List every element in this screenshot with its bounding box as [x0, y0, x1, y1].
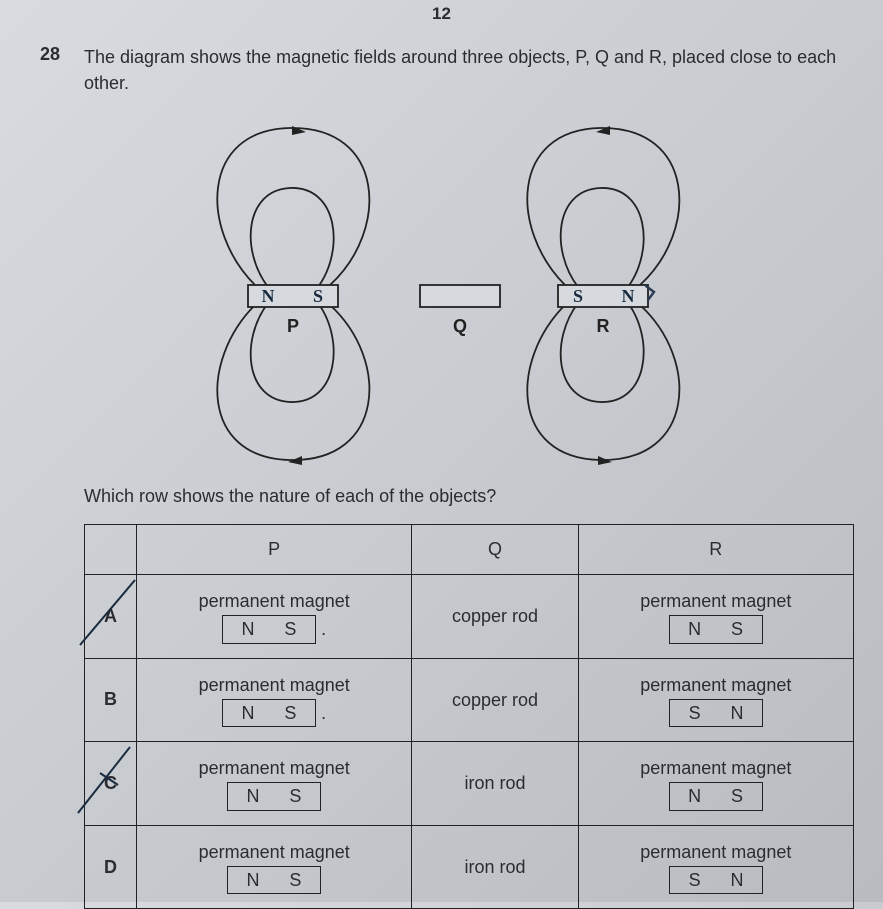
- cell-b-r: permanent magnetSN: [578, 658, 853, 742]
- pole-box: NS: [222, 615, 316, 643]
- p-right-pole: S: [313, 286, 323, 306]
- header-blank: [85, 525, 137, 575]
- pole-box: SN: [669, 699, 763, 727]
- table-row: Cpermanent magnetNSiron rodpermanent mag…: [85, 742, 854, 826]
- row-label-a: A: [85, 575, 137, 659]
- cell-text: iron rod: [418, 855, 571, 879]
- cell-b-p: permanent magnetNS .: [137, 658, 412, 742]
- question-number: 28: [40, 44, 60, 65]
- r-label: R: [597, 316, 610, 336]
- cell-b-q: copper rod: [412, 658, 578, 742]
- page-number: 12: [432, 4, 451, 24]
- pole-box: NS: [669, 782, 763, 810]
- cell-d-r: permanent magnetSN: [578, 825, 853, 909]
- sub-question-text: Which row shows the nature of each of th…: [84, 486, 496, 507]
- cell-text: permanent magnet: [585, 673, 847, 697]
- cell-c-p: permanent magnetNS: [137, 742, 412, 826]
- row-label-b: B: [85, 658, 137, 742]
- row-label-c: C: [85, 742, 137, 826]
- cell-text: copper rod: [418, 688, 571, 712]
- cell-c-r: permanent magnetNS: [578, 742, 853, 826]
- header-p: P: [137, 525, 412, 575]
- r-right-pole: N: [622, 286, 635, 306]
- r-left-pole: S: [573, 286, 583, 306]
- pole-box: NS: [222, 699, 316, 727]
- table-row: Bpermanent magnetNS .copper rod permanent…: [85, 658, 854, 742]
- table-header-row: P Q R: [85, 525, 854, 575]
- cell-text: iron rod: [418, 771, 571, 795]
- object-p: N S P: [217, 126, 369, 465]
- object-r: S N R: [527, 126, 679, 465]
- magnetic-field-diagram: N S P Q S N R: [160, 110, 760, 470]
- cell-d-q: iron rod: [412, 825, 578, 909]
- cell-text: permanent magnet: [585, 756, 847, 780]
- cell-a-q: copper rod: [412, 575, 578, 659]
- answer-table: P Q R Apermanent magnetNS .copper rodper…: [84, 524, 854, 909]
- header-q: Q: [412, 525, 578, 575]
- row-label-d: D: [85, 825, 137, 909]
- cell-text: permanent magnet: [143, 756, 405, 780]
- question-text: The diagram shows the magnetic fields ar…: [84, 44, 883, 96]
- header-r: R: [578, 525, 853, 575]
- cell-text: permanent magnet: [585, 840, 847, 864]
- q-label: Q: [453, 316, 467, 336]
- p-left-pole: N: [262, 286, 275, 306]
- cell-c-q: iron rod: [412, 742, 578, 826]
- table-row: Apermanent magnetNS .copper rod permanent…: [85, 575, 854, 659]
- cell-text: permanent magnet: [143, 840, 405, 864]
- pole-box: SN: [669, 866, 763, 894]
- cell-text: copper rod: [418, 604, 571, 628]
- cell-text: permanent magnet: [143, 673, 405, 697]
- p-label: P: [287, 316, 299, 336]
- cell-a-r: permanent magnetNS: [578, 575, 853, 659]
- table-row: Dpermanent magnetNSiron rodpermanent mag…: [85, 825, 854, 909]
- pole-box: NS: [669, 615, 763, 643]
- cell-text: permanent magnet: [585, 589, 847, 613]
- pole-box: NS: [227, 866, 321, 894]
- cell-d-p: permanent magnetNS: [137, 825, 412, 909]
- cell-text: permanent magnet: [143, 589, 405, 613]
- cell-a-p: permanent magnetNS .: [137, 575, 412, 659]
- object-q: Q: [420, 285, 500, 336]
- pole-box: NS: [227, 782, 321, 810]
